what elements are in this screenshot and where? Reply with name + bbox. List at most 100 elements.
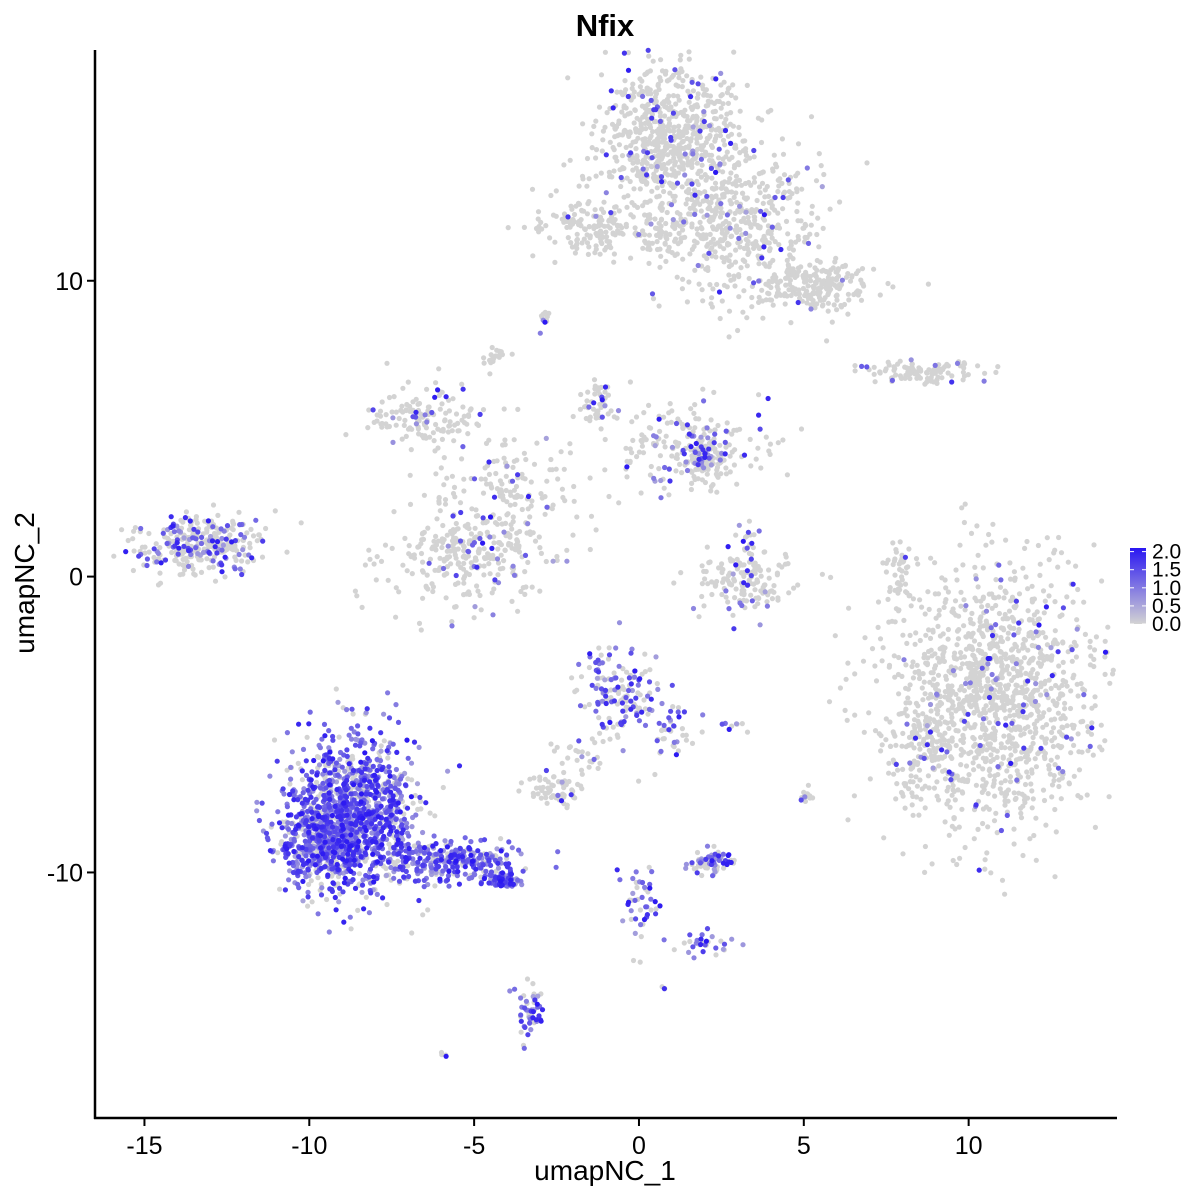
cell-point: [734, 556, 740, 562]
cell-point: [990, 521, 996, 527]
cell-point: [1014, 683, 1020, 689]
cell-point: [824, 286, 830, 292]
cell-point: [579, 240, 585, 246]
cell-point: [1041, 710, 1047, 716]
cell-point: [678, 52, 684, 58]
cell-point: [980, 721, 986, 727]
cell-point: [935, 672, 942, 678]
cell-point: [624, 175, 630, 181]
cell-point: [796, 291, 803, 297]
cell-point: [794, 186, 800, 192]
cell-point: [903, 589, 909, 595]
cell-point: [637, 117, 643, 123]
cell-point: [1071, 723, 1077, 729]
cell-point: [222, 574, 228, 580]
cell-point: [440, 784, 446, 791]
cell-point: [539, 787, 545, 794]
cell-point: [914, 783, 921, 789]
cell-point: [391, 509, 397, 515]
cell-point: [439, 401, 445, 407]
cell-point: [683, 201, 689, 207]
cell-point: [690, 113, 696, 120]
cell-point: [666, 116, 672, 122]
cell-point: [595, 765, 601, 772]
cell-point: [643, 111, 649, 117]
cell-point: [1028, 711, 1034, 717]
cell-point: [796, 287, 802, 293]
cell-point: [762, 589, 768, 595]
cell-point: [917, 637, 923, 644]
cell-point: [983, 780, 989, 786]
cell-point: [654, 146, 660, 152]
cell-point: [780, 437, 786, 443]
cell-point: [436, 366, 442, 372]
cell-point: [687, 938, 693, 945]
cell-point: [907, 632, 913, 639]
cell-point: [822, 281, 828, 287]
cell-point: [733, 586, 739, 592]
cell-point: [565, 75, 571, 81]
cell-point: [1003, 537, 1009, 543]
cell-point: [639, 432, 645, 438]
cell-point: [910, 675, 917, 681]
cell-point: [728, 277, 734, 283]
cell-point: [892, 619, 898, 625]
cell-point: [896, 711, 902, 717]
cell-point: [801, 275, 807, 281]
cell-point: [643, 70, 650, 77]
cell-point: [773, 278, 780, 284]
cell-point: [537, 777, 543, 783]
cell-point: [1075, 586, 1081, 593]
cell-point: [670, 704, 676, 710]
cell-point: [808, 278, 814, 284]
cell-point: [1057, 613, 1063, 620]
cell-point: [409, 777, 415, 783]
cell-point: [256, 532, 262, 538]
cell-point: [684, 299, 691, 305]
cell-point: [495, 546, 501, 552]
cell-point: [769, 205, 775, 211]
cell-point: [1092, 703, 1098, 709]
cell-point: [744, 263, 750, 269]
cell-point: [1021, 714, 1027, 720]
cell-point: [605, 411, 611, 417]
cell-point: [961, 360, 967, 366]
cell-point: [245, 559, 251, 565]
cell-point: [1022, 545, 1028, 552]
cell-point: [890, 729, 896, 735]
cell-point: [828, 280, 834, 286]
cell-point: [980, 565, 986, 571]
cell-point: [913, 794, 920, 800]
cell-point: [574, 757, 580, 763]
cell-point: [989, 605, 995, 611]
cell-point: [858, 277, 864, 283]
cell-point: [611, 259, 617, 265]
cell-point: [840, 263, 846, 270]
cell-point: [453, 411, 460, 417]
cell-point: [356, 871, 362, 877]
cell-point: [1058, 796, 1064, 802]
cell-point: [935, 367, 941, 373]
cell-point: [702, 153, 708, 159]
cell-point: [710, 482, 716, 488]
cell-point: [734, 161, 740, 167]
cell-point: [1084, 792, 1090, 798]
cell-point: [974, 598, 980, 604]
cell-point: [596, 645, 602, 651]
cell-point: [698, 168, 704, 174]
cell-point: [433, 380, 439, 386]
cell-point: [567, 441, 573, 447]
cell-point: [639, 78, 645, 84]
cell-point: [139, 544, 145, 550]
cell-point: [657, 113, 664, 119]
cell-point: [712, 427, 718, 433]
cell-point: [715, 224, 721, 230]
cell-point: [970, 760, 976, 766]
cell-point: [724, 229, 730, 235]
cell-point: [1075, 731, 1081, 737]
cell-point: [733, 173, 740, 179]
cell-point: [667, 231, 673, 237]
cell-point: [726, 272, 732, 278]
cell-point: [1000, 754, 1006, 760]
cell-point: [925, 281, 932, 287]
